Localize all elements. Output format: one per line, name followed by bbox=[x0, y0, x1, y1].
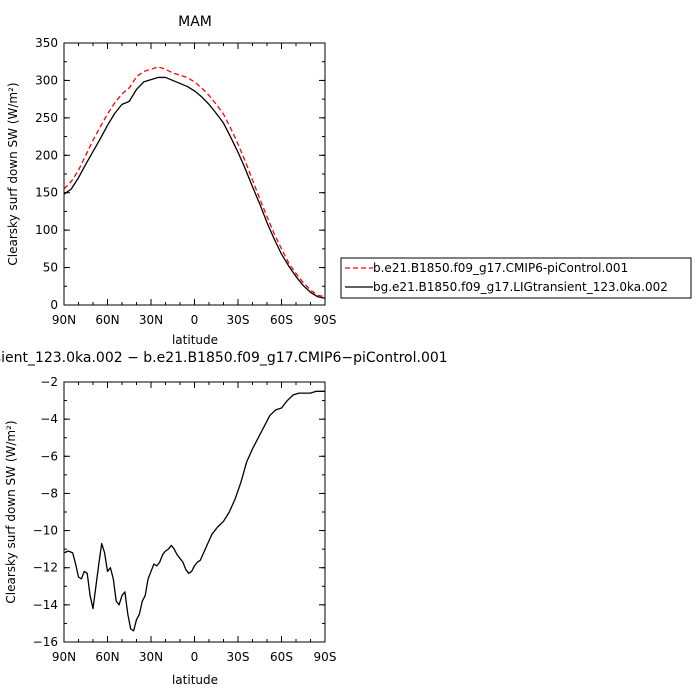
bottom-panel-title: LIGtransient_123.0ka.002 − b.e21.B1850.f… bbox=[0, 350, 448, 366]
bottom-x-tick-label: 60S bbox=[270, 650, 293, 664]
top-x-tick-label: 90N bbox=[52, 313, 76, 327]
top-y-tick-label: 200 bbox=[35, 148, 58, 162]
bottom-y-tick-label: −12 bbox=[33, 561, 58, 575]
top-y-tick-label: 0 bbox=[50, 298, 58, 312]
top-y-tick-label: 300 bbox=[35, 73, 58, 87]
bottom-y-axis-label: Clearsky surf down SW (W/m²) bbox=[4, 420, 18, 603]
top-y-axis-label: Clearsky surf down SW (W/m²) bbox=[6, 82, 20, 265]
top-plot-frame bbox=[63, 42, 326, 306]
legend: b.e21.B1850.f09_g17.CMIP6-piControl.001 … bbox=[340, 257, 692, 299]
bottom-x-axis-label: latitude bbox=[172, 673, 218, 687]
top-y-tick-label: 150 bbox=[35, 186, 58, 200]
bottom-x-tick-label: 0 bbox=[191, 650, 199, 664]
bottom-x-tick-label: 30N bbox=[139, 650, 163, 664]
bottom-series-line-1 bbox=[63, 390, 325, 632]
top-x-tick-label: 30S bbox=[227, 313, 250, 327]
bottom-panel: LIGtransient_123.0ka.002 − b.e21.B1850.f… bbox=[0, 350, 448, 687]
top-y-tick-label: 100 bbox=[35, 223, 58, 237]
bottom-plot-frame bbox=[63, 381, 326, 643]
top-x-axis-label: latitude bbox=[172, 333, 218, 347]
legend-box bbox=[340, 257, 692, 299]
top-x-tick-label: 0 bbox=[191, 313, 199, 327]
top-x-tick-label: 90S bbox=[314, 313, 337, 327]
bottom-x-tick-label: 30S bbox=[227, 650, 250, 664]
bottom-y-tick-label: −6 bbox=[40, 449, 58, 463]
bottom-y-tick-label: −10 bbox=[33, 524, 58, 538]
top-panel: MAM 90N 60N 30N 0 30S 60S 90S 0 50 100 150 200 250 3… bbox=[6, 14, 692, 347]
bottom-y-tick-label: −4 bbox=[40, 412, 58, 426]
bottom-x-tick-label: 60N bbox=[95, 650, 119, 664]
top-y-tick-label: 350 bbox=[35, 36, 58, 50]
top-x-tick-label: 30N bbox=[139, 313, 163, 327]
top-y-tick-label: 50 bbox=[43, 261, 58, 275]
bottom-x-tick-label: 90S bbox=[314, 650, 337, 664]
top-x-tick-label: 60S bbox=[270, 313, 293, 327]
top-series-line-2 bbox=[63, 76, 326, 299]
bottom-x-tick-label: 90N bbox=[52, 650, 76, 664]
bottom-y-tick-label: −8 bbox=[40, 486, 58, 500]
top-x-tick-label: 60N bbox=[95, 313, 119, 327]
top-series-line-1 bbox=[63, 66, 326, 298]
legend-label-series-2: bg.e21.B1850.f09_g17.LIGtransient_123.0k… bbox=[373, 280, 668, 294]
bottom-y-tick-label: −14 bbox=[33, 598, 58, 612]
legend-label-series-1: b.e21.B1850.f09_g17.CMIP6-piControl.001 bbox=[373, 261, 628, 275]
bottom-y-tick-label: −16 bbox=[33, 635, 58, 649]
top-panel-title: MAM bbox=[178, 14, 212, 30]
top-y-tick-label: 250 bbox=[35, 111, 58, 125]
bottom-y-tick-label: −2 bbox=[40, 375, 58, 389]
